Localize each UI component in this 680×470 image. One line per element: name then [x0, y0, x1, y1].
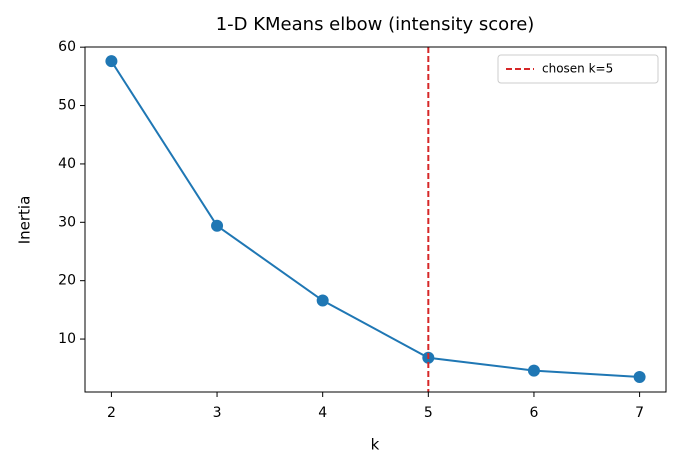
x-tick-label: 3: [213, 405, 222, 421]
y-tick-label: 60: [58, 39, 76, 55]
y-tick-label: 40: [58, 156, 76, 172]
x-tick-label: 2: [107, 405, 116, 421]
y-tick-label: 50: [58, 98, 76, 114]
x-axis-label: k: [371, 436, 380, 454]
y-tick-label: 20: [58, 273, 76, 289]
data-point: [105, 55, 118, 68]
y-tick-label: 30: [58, 214, 76, 230]
series-line: [110, 60, 640, 378]
y-tick-label: 10: [58, 331, 76, 347]
x-tick-label: 5: [424, 405, 433, 421]
x-tick-label: 4: [318, 405, 327, 421]
chart-title: 1-D KMeans elbow (intensity score): [216, 14, 535, 35]
data-point: [633, 370, 646, 383]
x-tick-label: 6: [529, 405, 538, 421]
legend-box: [497, 54, 659, 84]
plot-frame: [84, 46, 667, 393]
legend-label: chosen k=5: [542, 62, 613, 76]
data-point: [316, 294, 329, 307]
data-point: [527, 364, 540, 377]
data-point: [211, 219, 224, 232]
x-tick-label: 7: [635, 405, 644, 421]
y-axis-label: Inertia: [16, 196, 34, 245]
